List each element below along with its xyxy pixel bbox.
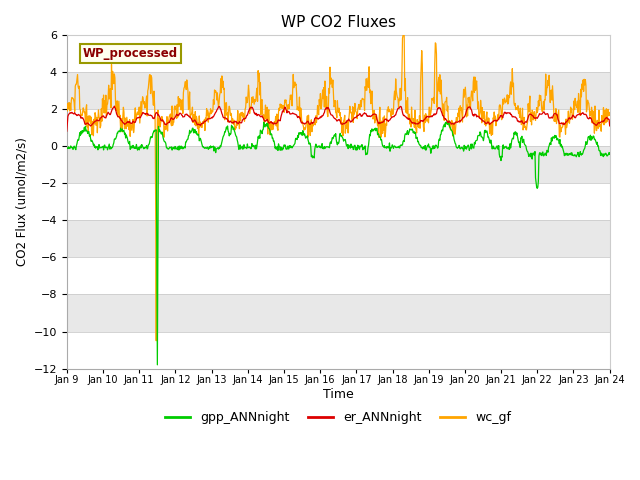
Bar bbox=[67, 72, 610, 109]
Bar bbox=[67, 220, 610, 257]
Y-axis label: CO2 Flux (umol/m2/s): CO2 Flux (umol/m2/s) bbox=[15, 137, 28, 266]
Bar bbox=[67, 36, 610, 72]
X-axis label: Time: Time bbox=[323, 388, 354, 401]
Legend: gpp_ANNnight, er_ANNnight, wc_gf: gpp_ANNnight, er_ANNnight, wc_gf bbox=[160, 406, 516, 429]
Title: WP CO2 Fluxes: WP CO2 Fluxes bbox=[281, 15, 396, 30]
Bar bbox=[67, 146, 610, 183]
Bar bbox=[67, 295, 610, 332]
Bar bbox=[67, 257, 610, 295]
Bar bbox=[67, 109, 610, 146]
Bar bbox=[67, 332, 610, 369]
Text: WP_processed: WP_processed bbox=[83, 47, 178, 60]
Bar bbox=[67, 183, 610, 220]
